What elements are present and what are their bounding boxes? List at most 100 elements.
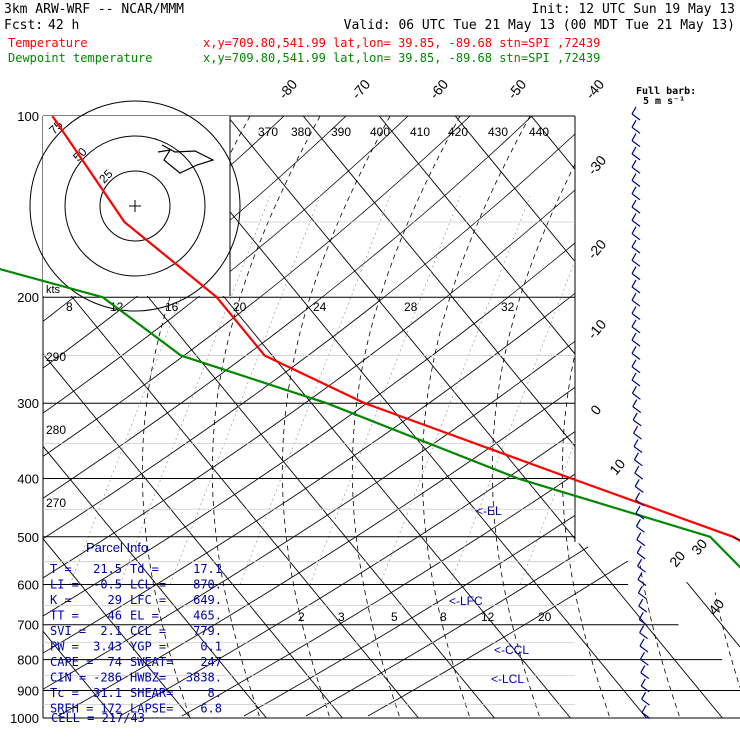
parcel-info-panel: Parcel Info T = 21.5 Td = 17.1 LI = -0.5 LCL =…	[50, 540, 222, 725]
parcel-info-cell: K =	[50, 593, 72, 607]
parcel-info-cell: YGP =	[130, 640, 166, 654]
isotherm-label: -20	[584, 236, 609, 262]
parcel-info-cell: 46	[108, 609, 122, 623]
wind-barb-staff	[635, 499, 644, 507]
wind-barb-flag	[631, 346, 637, 354]
wind-barb-flag	[631, 106, 637, 115]
parcel-info-cell: -0.5	[93, 578, 122, 592]
dry-adiabat	[43, 116, 409, 717]
dry-adiabat-label: 270	[46, 496, 66, 510]
moist-adiabat	[561, 116, 671, 717]
wind-barb-staff	[636, 539, 646, 547]
theta-label: 420	[448, 125, 468, 139]
dry-adiabat	[367, 116, 740, 717]
wind-barb-staff	[641, 712, 651, 719]
wind-barb-staff	[640, 658, 649, 666]
wind-barb-flag	[637, 585, 643, 594]
parcel-info-cell: 0.1	[200, 640, 222, 654]
dry-adiabat	[43, 116, 657, 717]
parcel-info-cell: -286	[93, 671, 122, 685]
theta-label: 370	[258, 125, 278, 139]
temperature-line	[51, 115, 740, 542]
wind-barb-flag	[635, 492, 641, 500]
level-markers: <-EL <-LFC <-CCL <-LCL	[449, 504, 529, 686]
moist-adiabat	[421, 116, 531, 717]
dry-adiabat-label: 280	[46, 423, 66, 437]
level-marker: <-CCL	[494, 643, 529, 657]
wind-barb-flag	[631, 173, 637, 181]
wind-barb-flag	[641, 705, 647, 713]
wind-barb-staff	[631, 206, 641, 214]
isotherm-label: 30	[688, 536, 710, 558]
theta-label: 390	[331, 125, 351, 139]
wind-barb-flag	[633, 425, 639, 434]
parcel-info-cell: T =	[50, 562, 72, 576]
mixing-ratio-label-lower: 20	[538, 610, 552, 624]
wind-barb-flag	[631, 332, 637, 341]
parcel-info-cell: Td =	[130, 562, 159, 576]
moist-adiabat	[491, 116, 601, 717]
wind-barb-staff	[640, 685, 650, 693]
parcel-info-cell: LI =	[50, 578, 79, 592]
wind-barb-staff	[638, 605, 648, 613]
wind-barb-staff	[639, 632, 648, 640]
parcel-info-cell: 8.	[208, 686, 222, 700]
wind-barb-flag	[640, 665, 646, 673]
parcel-info-cell: TT =	[50, 609, 79, 623]
isotherm-label: 20	[666, 548, 688, 570]
hodograph-ring	[99, 170, 171, 242]
full-barb-label: Full barb:	[636, 86, 696, 97]
wind-barb-staff	[641, 698, 650, 706]
wind-barb-staff	[637, 579, 647, 586]
wind-barb-flag	[631, 306, 637, 314]
wind-barb-staff	[631, 166, 641, 174]
wind-barb-staff	[631, 140, 641, 148]
wind-barb-flag	[631, 159, 637, 168]
wind-barb-staff	[634, 472, 644, 480]
wind-barb-staff	[631, 326, 641, 334]
wind-barb-staff	[631, 379, 641, 387]
wind-barb-flag	[631, 120, 637, 128]
parcel-cell: CELL = 217/43	[51, 711, 145, 725]
wind-barb-flag	[636, 545, 642, 554]
mixing-ratio-label-lower: 12	[481, 610, 495, 624]
isotherm-line	[150, 116, 647, 718]
wind-barb-flag	[634, 465, 640, 474]
dry-adiabat	[305, 116, 740, 717]
wind-barb-flag	[633, 439, 639, 447]
init-time: Init: 12 UTC Sun 19 May 13	[532, 2, 736, 17]
parcel-info-cell: LFC =	[130, 593, 166, 607]
pressure-label: 100	[17, 109, 39, 124]
wind-barb-flag	[631, 253, 637, 261]
pressure-label: 200	[17, 290, 39, 305]
isotherm-label: -70	[348, 76, 373, 102]
wind-barb-staff	[636, 552, 646, 560]
model-title: 3km ARW-WRF -- NCAR/MMM	[4, 2, 184, 17]
wind-barb-flag	[638, 598, 644, 607]
isotherm-line	[43, 116, 267, 718]
mixing-ratio-label: 32	[501, 300, 515, 314]
mixing-ratio-label: 28	[404, 300, 418, 314]
wind-barb-staff	[631, 286, 641, 294]
isotherm-label: -10	[584, 316, 609, 342]
isotherm-label: -60	[426, 76, 451, 102]
isotherm-label: -40	[582, 76, 607, 102]
moist-adiabat	[351, 116, 461, 717]
hodograph-units: kts	[46, 284, 61, 296]
wind-barb-staff	[631, 180, 641, 187]
wind-barb-staff	[632, 419, 642, 427]
moist-adiabat	[631, 116, 740, 717]
wind-barb-flag	[631, 239, 637, 248]
temperature-legend-label: Temperature	[8, 36, 87, 50]
fcst-label: Fcst:	[4, 18, 43, 33]
wind-barb-flag	[631, 372, 637, 381]
pressure-label: 700	[17, 618, 39, 633]
wind-barb-staff	[634, 485, 644, 493]
wind-barb-staff	[636, 525, 645, 533]
wind-barb-flag	[637, 572, 643, 580]
parcel-info-cell: CAPE =	[50, 655, 93, 669]
isotherm-label: 40	[705, 596, 727, 618]
theta-label: 430	[488, 125, 508, 139]
